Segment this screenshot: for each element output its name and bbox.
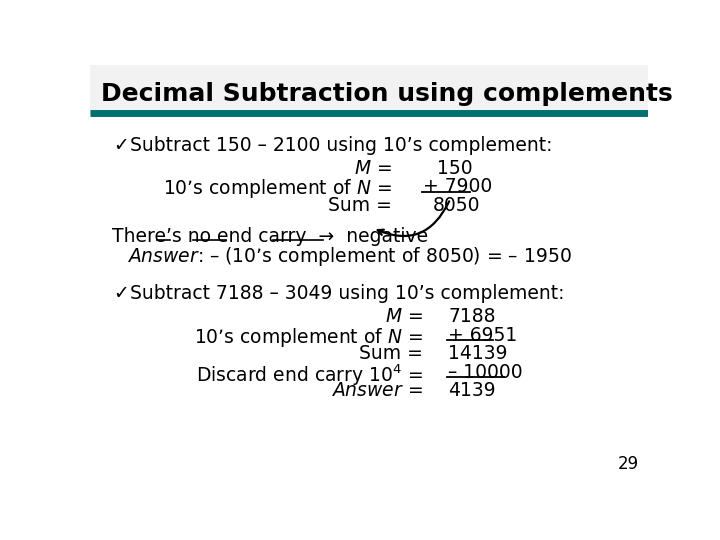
Text: Subtract 150 – 2100 using 10’s complement:: Subtract 150 – 2100 using 10’s complemen… [130,137,553,156]
Text: Sum =: Sum = [359,345,423,363]
Text: 150: 150 [437,159,473,178]
Text: 14139: 14139 [448,345,508,363]
Text: $\mathit{Answer}$: – (10’s complement of 8050) = – 1950: $\mathit{Answer}$: – (10’s complement of… [127,245,572,268]
Text: 29: 29 [618,455,639,473]
Text: – 10000: – 10000 [448,363,523,382]
FancyBboxPatch shape [90,65,648,112]
Text: ✓: ✓ [113,284,129,303]
Text: ✓: ✓ [113,137,129,156]
Text: 8050: 8050 [433,195,480,215]
Text: + 7900: + 7900 [423,177,492,196]
Text: Sum =: Sum = [328,195,392,215]
Text: Decimal Subtraction using complements: Decimal Subtraction using complements [101,82,672,106]
Text: $\mathit{M}$ =: $\mathit{M}$ = [354,159,392,178]
Text: $\mathit{Answer}$ =: $\mathit{Answer}$ = [331,381,423,400]
Text: Subtract 7188 – 3049 using 10’s complement:: Subtract 7188 – 3049 using 10’s compleme… [130,284,564,303]
Text: 4139: 4139 [448,381,495,400]
Text: 7188: 7188 [448,307,495,326]
Text: 10’s complement of $\mathit{N}$ =: 10’s complement of $\mathit{N}$ = [194,326,423,349]
Text: + 6951: + 6951 [448,326,517,345]
Text: Discard end carry $10^4$ =: Discard end carry $10^4$ = [197,363,423,388]
Text: 10’s complement of $\mathit{N}$ =: 10’s complement of $\mathit{N}$ = [163,177,392,200]
Text: There’s no end carry  →  negative: There’s no end carry → negative [112,226,428,246]
Text: $\mathit{M}$ =: $\mathit{M}$ = [385,307,423,326]
